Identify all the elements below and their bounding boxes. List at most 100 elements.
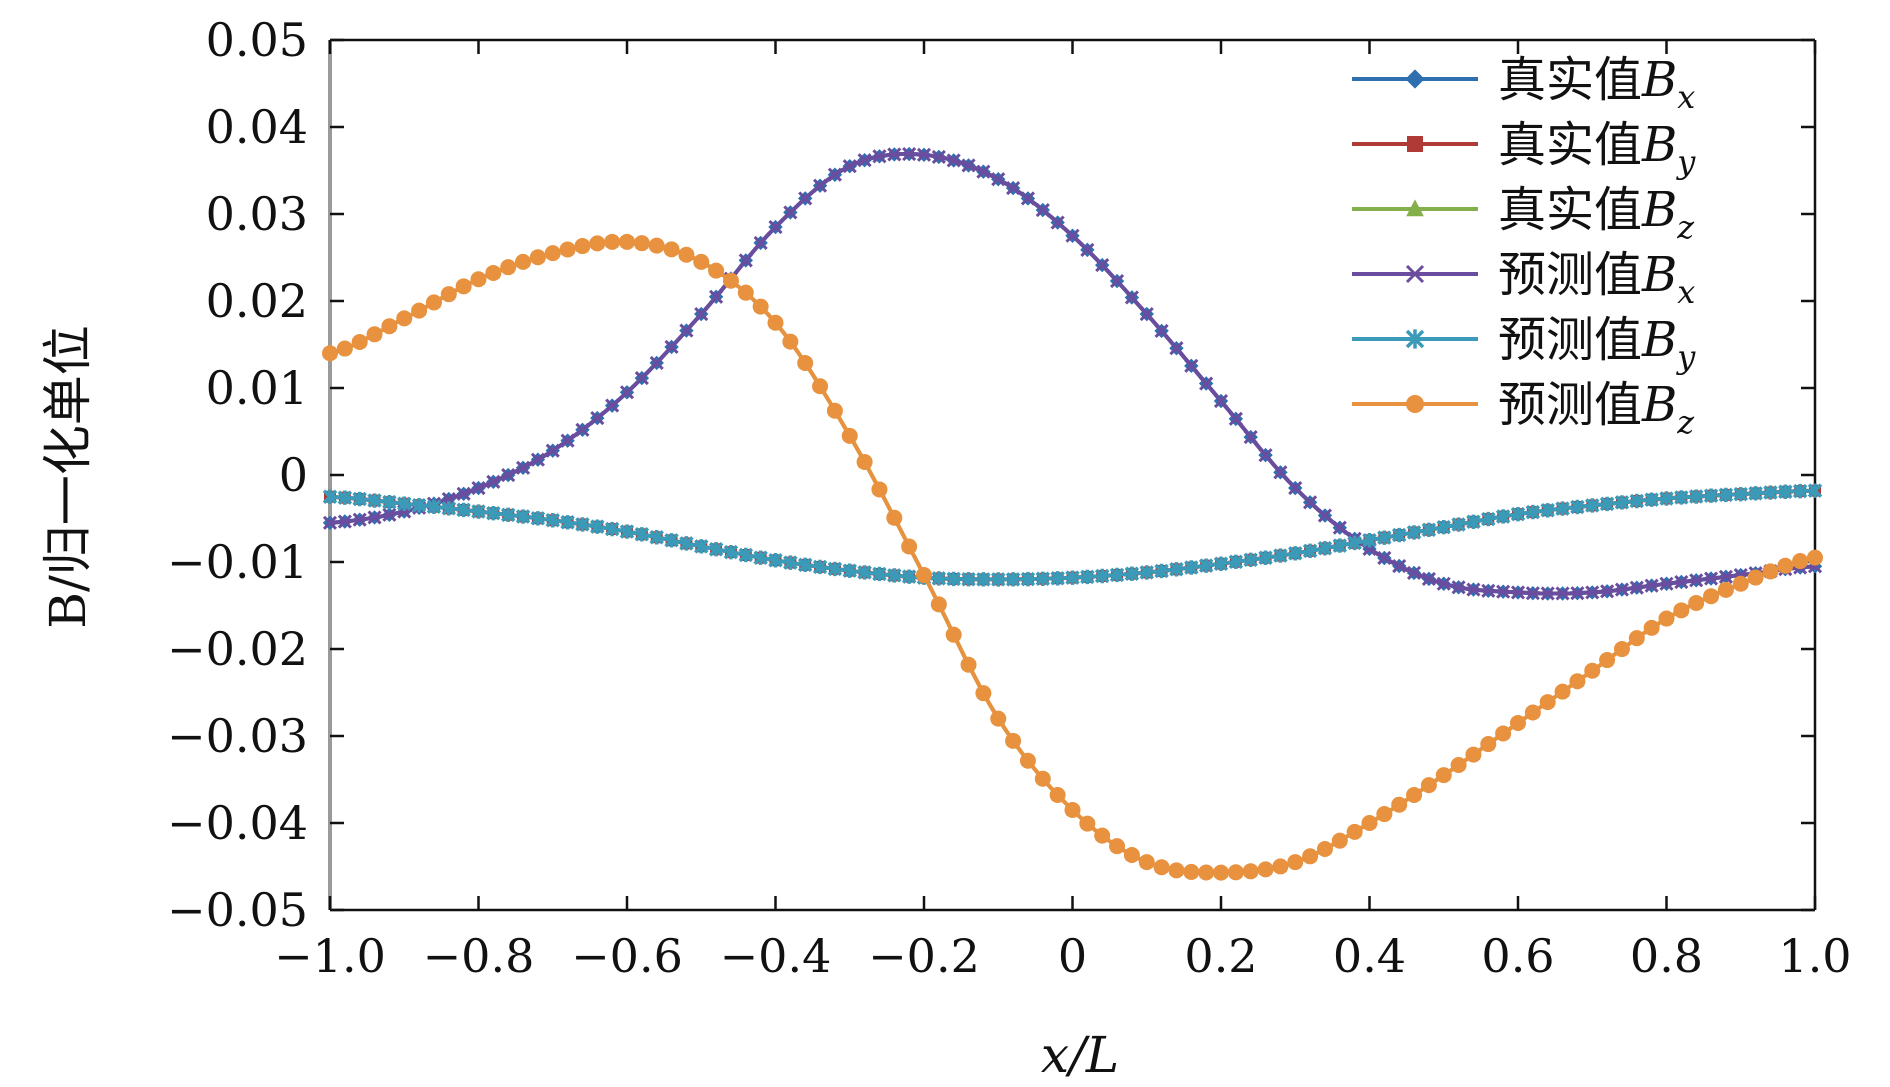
data-point [1123, 847, 1140, 864]
data-point [1658, 610, 1675, 627]
data-point [515, 253, 532, 270]
data-point [337, 514, 352, 529]
data-point [1510, 585, 1526, 600]
data-point [456, 486, 471, 501]
data-point [545, 513, 560, 528]
data-point [1184, 358, 1199, 373]
data-point [1569, 673, 1586, 690]
legend-label: 预测值Bx [1498, 247, 1695, 311]
data-point [1421, 571, 1436, 586]
data-point [455, 278, 472, 295]
data-point [1733, 486, 1748, 502]
data-point [1198, 864, 1215, 881]
y-tick-label: −0.02 [167, 622, 308, 676]
data-point [500, 259, 517, 276]
legend-label: 预测值Bz [1498, 377, 1695, 441]
y-axis-label: B/归一化单位 [39, 325, 97, 629]
series-预测值-x [322, 146, 1823, 601]
x-tick-label: −1.0 [274, 929, 386, 983]
data-point [382, 494, 397, 510]
data-point [1406, 787, 1423, 804]
data-point [1406, 565, 1422, 581]
data-point [440, 286, 457, 303]
data-point [1346, 823, 1363, 840]
data-point [456, 502, 471, 518]
data-point [1450, 756, 1467, 773]
data-point [1288, 480, 1303, 496]
data-point [857, 153, 872, 168]
data-point [990, 710, 1007, 727]
data-point [709, 289, 724, 304]
data-point [1332, 520, 1347, 535]
data-point [887, 147, 902, 162]
data-point [901, 538, 918, 555]
data-point [1792, 553, 1809, 570]
data-point [679, 536, 694, 551]
data-point [648, 237, 665, 254]
data-point [1065, 228, 1080, 243]
data-point [783, 205, 798, 220]
data-point [1466, 582, 1481, 597]
x-tick-label: −0.6 [571, 929, 683, 983]
data-point [1377, 530, 1392, 545]
data-point [1199, 376, 1214, 391]
data-point [931, 149, 946, 164]
legend-marker [1405, 69, 1425, 89]
data-point [1019, 752, 1036, 769]
data-point [1613, 641, 1630, 658]
data-point [560, 433, 575, 448]
data-point [887, 568, 902, 583]
data-point [351, 333, 368, 350]
data-point [1777, 557, 1794, 574]
data-point [411, 302, 428, 319]
data-point [826, 402, 843, 419]
data-point [1035, 571, 1051, 587]
legend-marker [1407, 136, 1423, 152]
data-point [426, 499, 442, 514]
data-point [441, 501, 457, 516]
data-point [1420, 777, 1437, 794]
data-point [842, 159, 857, 174]
legend-item: 预测值Bz [1352, 377, 1695, 441]
x-tick-label: 0.2 [1184, 929, 1257, 983]
data-point [1674, 574, 1689, 590]
data-point [1717, 581, 1734, 598]
data-point [1303, 495, 1318, 510]
data-point [916, 147, 932, 162]
data-point [1539, 694, 1556, 711]
data-point [1317, 541, 1333, 556]
data-point [1316, 840, 1333, 857]
data-point [1540, 503, 1555, 518]
data-point [1554, 683, 1571, 700]
data-point [322, 515, 338, 530]
legend-item: 真实值By [1352, 117, 1696, 181]
data-point [1614, 495, 1630, 510]
legend-label: 真实值By [1498, 117, 1696, 181]
data-point [366, 326, 383, 343]
series-预测值-z [322, 233, 1823, 881]
data-point [797, 354, 814, 371]
data-point [961, 158, 976, 173]
data-point [1257, 861, 1274, 878]
data-point [619, 524, 635, 539]
data-point [500, 507, 516, 523]
data-point [1243, 430, 1258, 445]
data-point [1496, 584, 1511, 599]
data-point [1585, 585, 1600, 600]
data-point [976, 572, 991, 587]
data-point [1481, 583, 1496, 598]
data-point [930, 596, 947, 613]
data-point [1436, 519, 1451, 535]
data-point [1361, 815, 1378, 831]
data-point [812, 378, 829, 395]
data-point [1049, 787, 1066, 804]
data-point [871, 481, 888, 498]
data-point [1376, 806, 1393, 823]
data-point [1525, 504, 1541, 520]
data-point [1585, 498, 1600, 513]
data-point [946, 153, 961, 168]
data-point [1763, 485, 1778, 500]
data-point [1659, 491, 1674, 506]
legend-marker [1405, 329, 1425, 349]
